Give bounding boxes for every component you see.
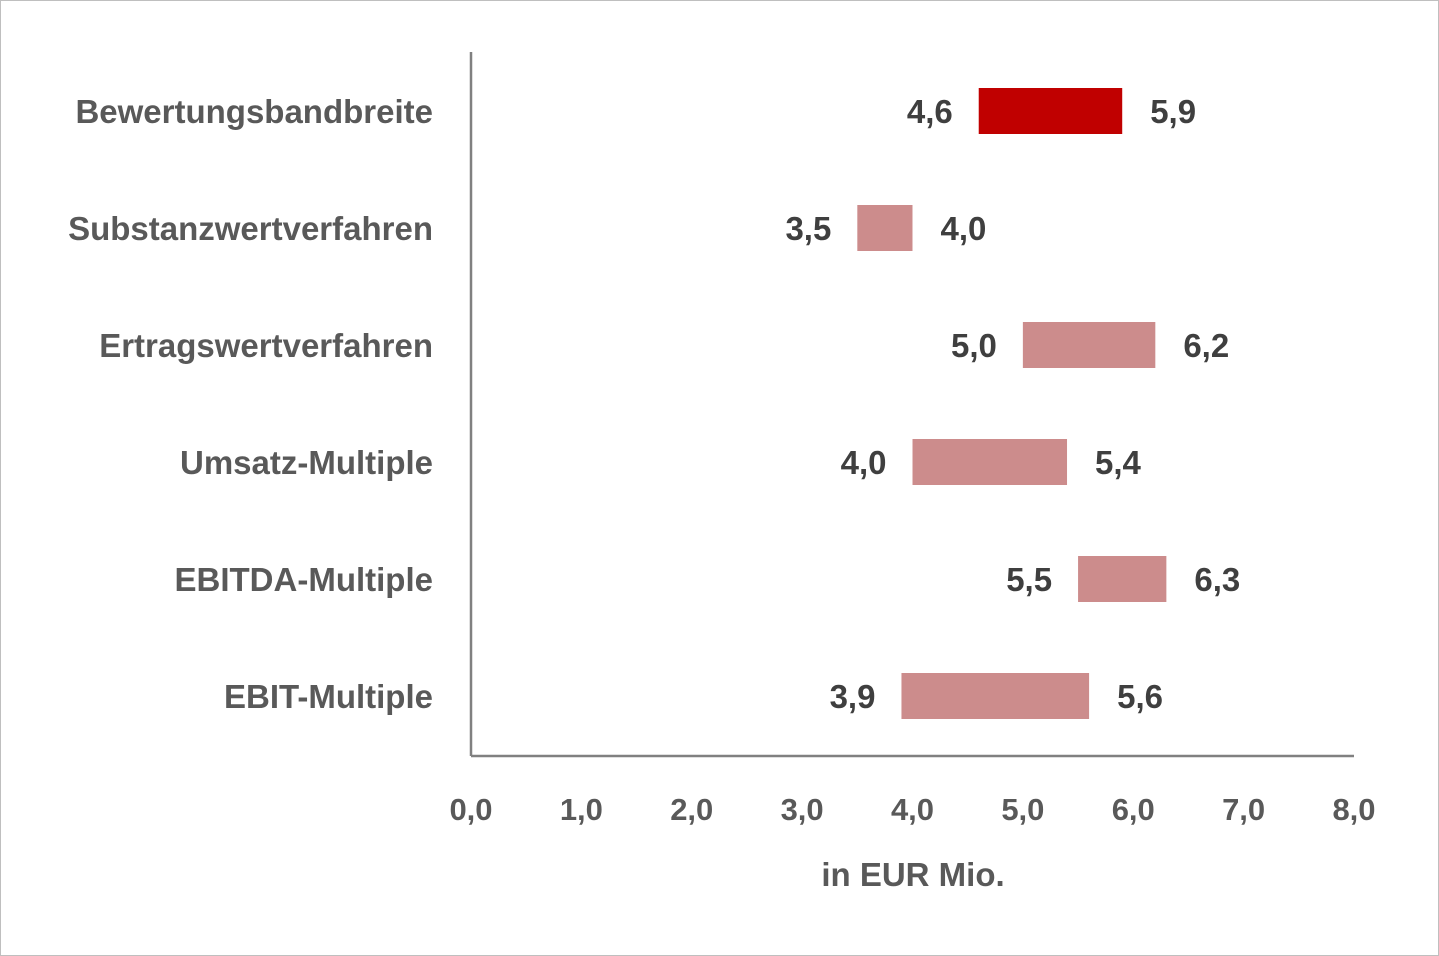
high-value-label-2: 6,2	[1183, 327, 1229, 364]
range-bar-0	[978, 88, 1123, 134]
x-tick-labels: 0,0 1,0 2,0 3,0 4,0 5,0 6,0 7,0 8,0	[449, 792, 1375, 827]
data-labels: 4,6 5,9 3,5 4,0 5,0 6,2 4,0 5,4 5,5 6,3 3,9 5,6	[785, 93, 1240, 715]
low-value-label-5: 3,9	[830, 678, 876, 715]
category-label-0: Bewertungsbandbreite	[75, 93, 433, 130]
high-value-label-3: 5,4	[1095, 444, 1142, 481]
range-bar-2	[1022, 322, 1156, 368]
x-tick-label-5: 5,0	[1001, 792, 1044, 827]
x-tick-label-2: 2,0	[670, 792, 713, 827]
low-value-label-1: 3,5	[785, 210, 831, 247]
x-tick-label-3: 3,0	[781, 792, 824, 827]
high-value-label-5: 5,6	[1117, 678, 1163, 715]
high-value-label-4: 6,3	[1194, 561, 1240, 598]
x-axis-title: in EUR Mio.	[821, 856, 1004, 893]
category-label-3: Umsatz-Multiple	[180, 444, 433, 481]
category-label-4: EBITDA-Multiple	[175, 561, 433, 598]
category-label-5: EBIT-Multiple	[224, 678, 433, 715]
high-value-label-0: 5,9	[1150, 93, 1196, 130]
x-tick-label-7: 7,0	[1222, 792, 1265, 827]
low-value-label-2: 5,0	[951, 327, 997, 364]
range-bar-5	[901, 673, 1090, 719]
low-value-label-4: 5,5	[1006, 561, 1052, 598]
low-value-label-0: 4,6	[907, 93, 953, 130]
range-bar-3	[912, 439, 1068, 485]
high-value-label-1: 4,0	[941, 210, 987, 247]
category-label-1: Substanzwertverfahren	[68, 210, 433, 247]
x-tick-label-8: 8,0	[1332, 792, 1375, 827]
category-labels: Bewertungsbandbreite Substanzwertverfahre…	[68, 93, 433, 715]
x-tick-label-6: 6,0	[1112, 792, 1155, 827]
range-bar-1	[857, 205, 913, 251]
x-tick-label-0: 0,0	[449, 792, 492, 827]
range-bar-4	[1078, 556, 1167, 602]
x-tick-label-1: 1,0	[560, 792, 603, 827]
bars-group	[857, 88, 1167, 719]
low-value-label-3: 4,0	[841, 444, 887, 481]
x-tick-label-4: 4,0	[891, 792, 934, 827]
category-label-2: Ertragswertverfahren	[99, 327, 433, 364]
